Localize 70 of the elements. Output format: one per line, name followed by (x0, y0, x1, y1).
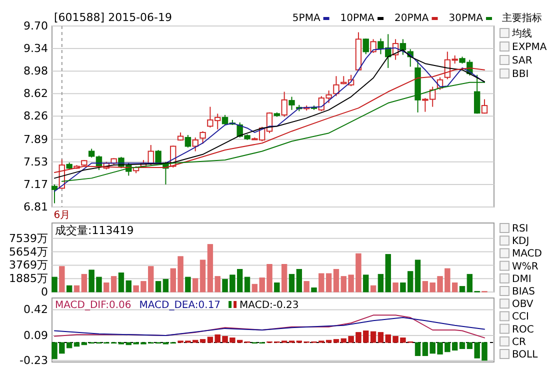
bar (162, 278, 169, 292)
text: W%R (512, 261, 538, 272)
text: BBI (512, 69, 529, 80)
y-tick-label: 6.81 (24, 200, 48, 214)
candlestick (184, 134, 192, 148)
candlestick (281, 91, 288, 118)
text: SAR (512, 56, 532, 66)
text: OBV (512, 299, 534, 310)
y-tick-label: 7539万 (9, 232, 48, 245)
bar (304, 281, 310, 292)
y-tick-label: 1885万 (9, 272, 48, 286)
text: MACD (512, 248, 542, 260)
bar (59, 266, 65, 292)
text: MACD_DIF:0.06 (55, 300, 132, 311)
bar (155, 281, 162, 292)
y-tick-label: 8.26 (24, 110, 48, 123)
candlestick (51, 184, 58, 204)
y-tick-label: 3769万 (9, 258, 48, 272)
y-tick-label: 0 (41, 286, 48, 298)
legend-label: 10PMA (340, 13, 375, 24)
text: KDJ (512, 236, 530, 248)
bar (392, 282, 398, 292)
candlestick (481, 98, 488, 114)
y-tick-label: 7.17 (24, 178, 48, 191)
bar (52, 276, 58, 292)
y-tick-label: 8.62 (24, 87, 48, 100)
text: BIAS (512, 286, 535, 298)
text: DMI (512, 274, 532, 285)
y-tick-label: 7.89 (24, 132, 48, 146)
y-tick-label: 9.34 (24, 42, 48, 56)
bar (66, 285, 72, 292)
y-tick-label: 5654万 (9, 245, 48, 258)
bar (459, 286, 466, 292)
candlestick (333, 76, 340, 97)
legend-label: MACD:-0.23 (240, 300, 299, 311)
y-tick-label: 9.70 (24, 20, 48, 32)
x-tick-label: 6月 (54, 210, 70, 221)
bar (311, 287, 317, 292)
bar (363, 274, 369, 292)
text: CR (512, 336, 526, 348)
text: 主要指标 (502, 12, 542, 24)
legend-label: 5PMA (292, 13, 320, 24)
candlestick (192, 136, 198, 152)
chart-title: 成交量:113419 (55, 224, 134, 237)
y-tick-label: -0.23 (20, 354, 48, 367)
bar (370, 285, 376, 292)
series-label: MACD_DEA:0.17 (139, 300, 221, 311)
candlestick (362, 38, 369, 55)
text: CCI (512, 312, 529, 323)
y-tick-label: 8.98 (24, 64, 48, 78)
legend-label: 30PMA (448, 13, 484, 24)
y-tick-label: 0.09 (24, 328, 48, 342)
bar (185, 276, 191, 292)
chart-title: [601588] 2015-06-19 (54, 11, 172, 24)
candlestick (288, 96, 295, 110)
text: RSI (512, 224, 528, 234)
text: 均线 (511, 28, 532, 40)
text: ROC (512, 324, 534, 336)
text: BOLL (512, 350, 538, 360)
bar (274, 282, 280, 292)
bar (414, 342, 421, 356)
y-tick-label: 7.53 (24, 155, 48, 168)
legend-label: 20PMA (394, 13, 429, 24)
candlestick (155, 150, 162, 164)
text: EXPMA (512, 42, 547, 53)
candlestick (370, 38, 376, 54)
candlestick (400, 38, 406, 56)
bar (281, 264, 288, 292)
y-tick-label: 0.42 (24, 303, 48, 316)
candlestick (200, 130, 206, 144)
